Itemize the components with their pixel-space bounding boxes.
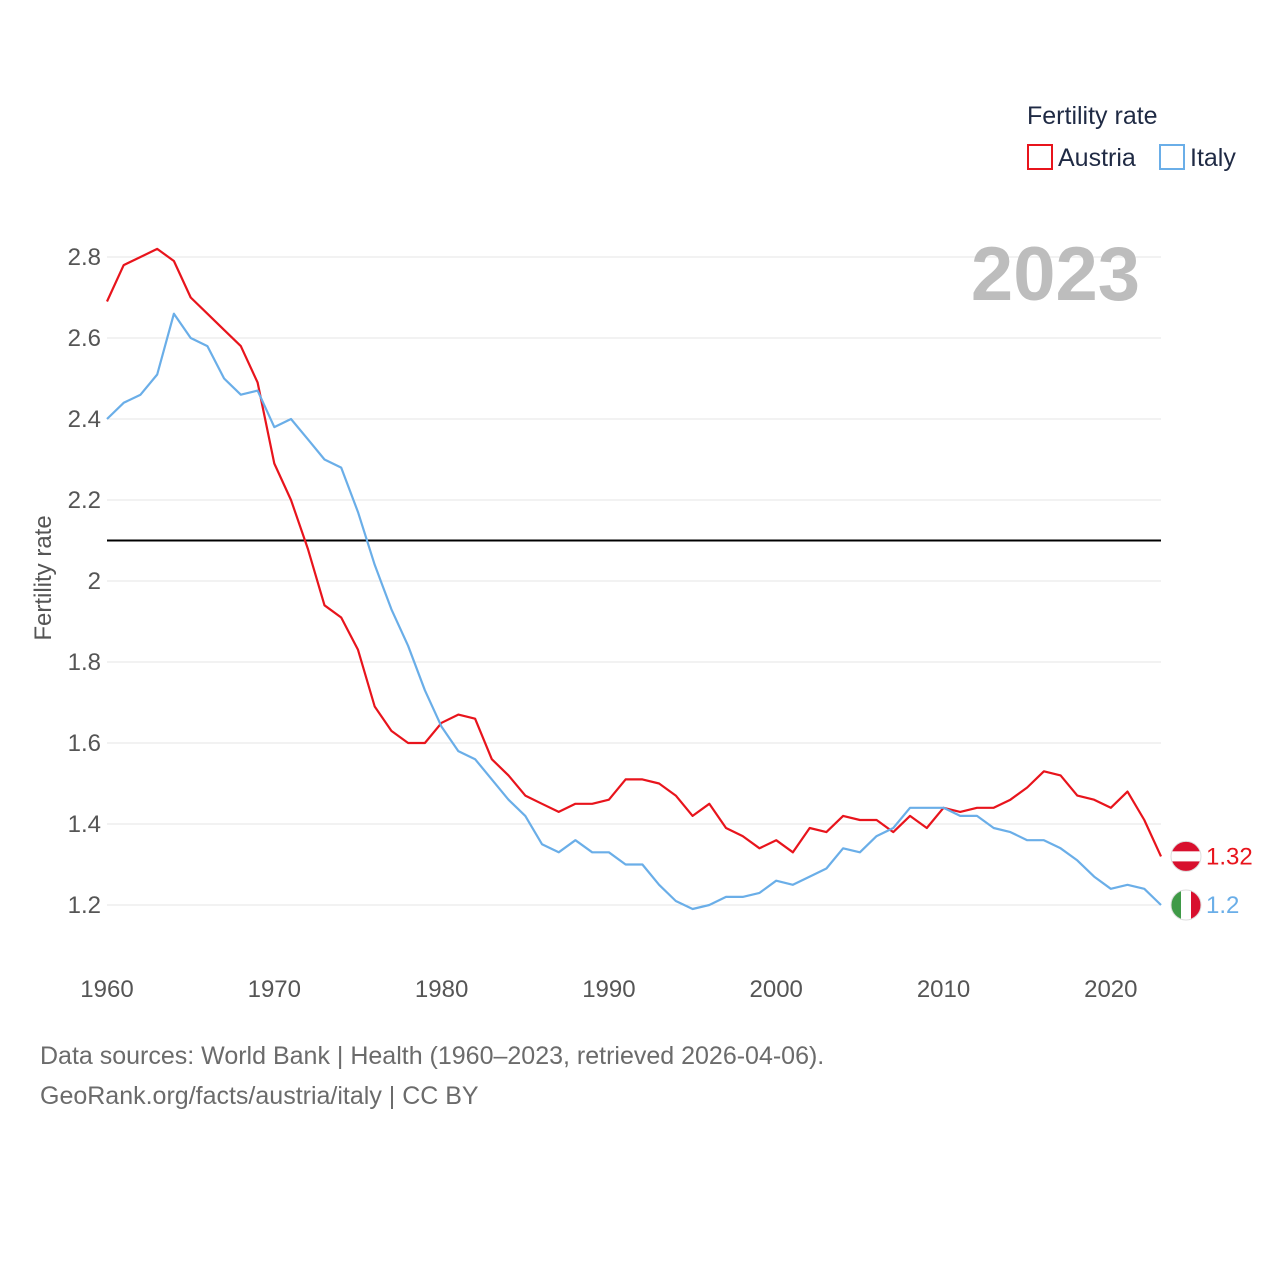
legend-label-italy: Italy <box>1190 144 1236 172</box>
legend-title: Fertility rate <box>1027 102 1158 130</box>
y-tick-label: 2.8 <box>68 244 101 271</box>
series-lines <box>106 247 1162 911</box>
y-axis-ticks: 1.2 1.4 1.6 1.8 2 2.2 2.4 2.6 2.8 <box>68 244 101 919</box>
x-tick-label: 2000 <box>750 976 803 1003</box>
y-tick-label: 2.2 <box>68 487 101 514</box>
italy-flag-icon <box>1170 889 1202 921</box>
legend-swatch-austria <box>1027 144 1053 170</box>
x-tick-label: 1960 <box>80 976 133 1003</box>
legend-swatch-italy <box>1159 144 1185 170</box>
end-value-label-austria: 1.32 <box>1206 843 1253 870</box>
y-tick-label: 2.6 <box>68 325 101 352</box>
x-tick-label: 1990 <box>582 976 635 1003</box>
legend: Fertility rate Austria Italy <box>1027 102 1236 172</box>
x-tick-label: 2010 <box>917 976 970 1003</box>
y-tick-label: 1.4 <box>68 811 101 838</box>
legend-item-italy[interactable]: Italy <box>1159 144 1236 172</box>
y-axis-label: Fertility rate <box>30 515 57 640</box>
y-tick-label: 1.2 <box>68 892 101 919</box>
source-line-2[interactable]: GeoRank.org/facts/austria/italy | CC BY <box>40 1082 479 1110</box>
grid <box>107 256 1161 906</box>
legend-label-austria: Austria <box>1058 144 1136 172</box>
austria-flag-icon <box>1170 840 1202 872</box>
source-line-1: Data sources: World Bank | Health (1960–… <box>40 1042 825 1070</box>
end-value-label-italy: 1.2 <box>1206 892 1239 919</box>
fertility-rate-chart: 1.21.41.61.822.22.42.62.8 1960 1970 1980 19… <box>30 102 1253 1003</box>
series-line-italy[interactable] <box>106 312 1162 911</box>
legend-item-austria[interactable]: Austria <box>1027 144 1136 172</box>
x-tick-label: 1980 <box>415 976 468 1003</box>
end-labels: 1.32 1.2 <box>1170 840 1253 921</box>
y-tick-label: 2.4 <box>68 406 101 433</box>
series-line-austria[interactable] <box>106 247 1162 857</box>
y-tick-label: 2 <box>88 568 101 595</box>
x-tick-label: 1970 <box>248 976 301 1003</box>
year-label: 2023 <box>971 232 1140 317</box>
y-tick-label: 1.6 <box>68 730 101 757</box>
x-tick-label: 2020 <box>1084 976 1137 1003</box>
x-axis-ticks: 1960 1970 1980 1990 2000 2010 2020 <box>80 976 1137 1003</box>
y-tick-label: 1.8 <box>68 649 101 676</box>
